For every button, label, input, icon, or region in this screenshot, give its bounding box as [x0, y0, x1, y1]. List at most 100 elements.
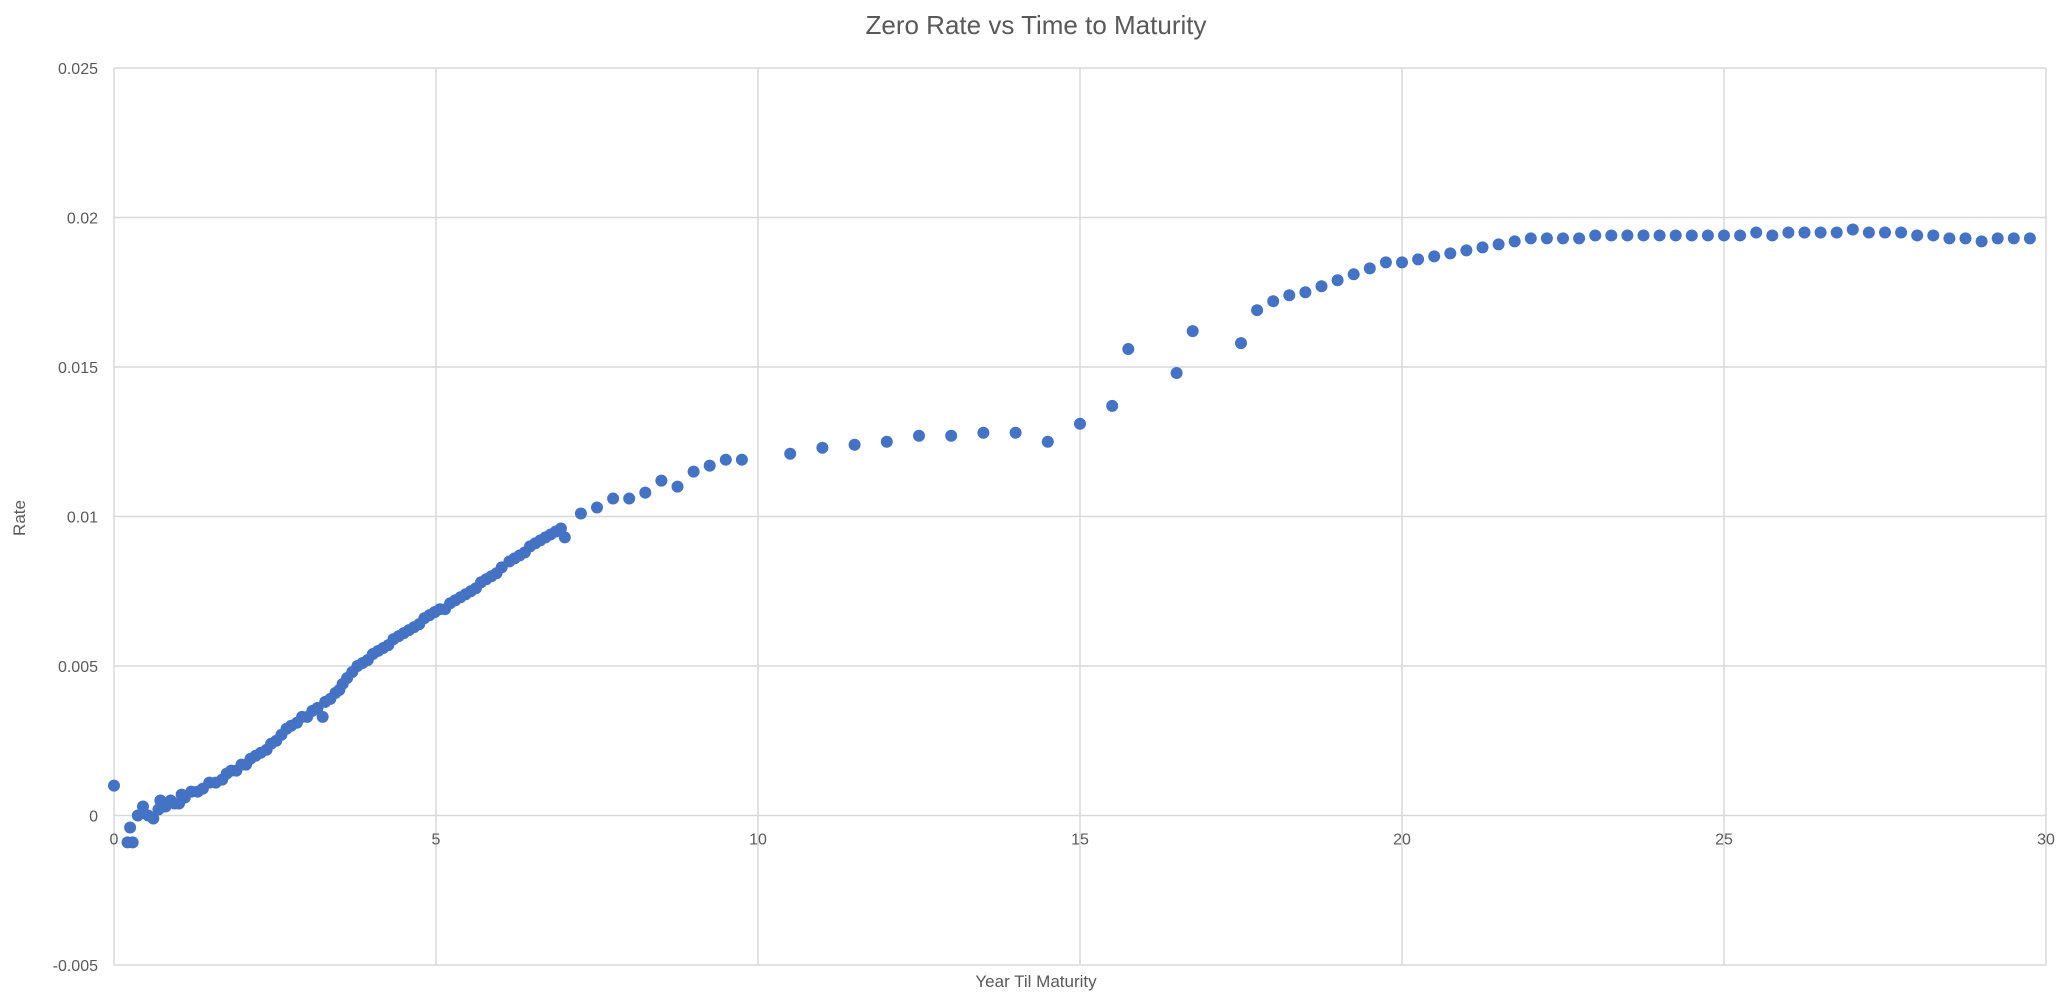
data-point: [2007, 232, 2020, 245]
data-point: [1782, 226, 1795, 239]
data-point: [1911, 229, 1924, 242]
data-point: [816, 441, 829, 454]
x-tick-label: 30: [2037, 832, 2055, 849]
data-point: [1492, 238, 1505, 251]
data-point: [124, 821, 137, 834]
data-point: [136, 800, 149, 813]
data-point: [623, 492, 636, 505]
data-point: [1540, 232, 1553, 245]
data-point: [1428, 250, 1441, 263]
y-tick-label: -0.005: [53, 958, 98, 975]
data-point: [1750, 226, 1763, 239]
y-tick-label: 0: [89, 809, 98, 826]
data-point: [1363, 262, 1376, 275]
data-point: [1122, 343, 1135, 356]
x-axis-label: Year Til Maturity: [975, 972, 1097, 991]
data-point: [913, 429, 925, 442]
data-point: [1283, 289, 1296, 302]
x-tick-label: 0: [110, 832, 119, 849]
y-tick-label: 0.015: [58, 360, 98, 377]
data-point: [607, 492, 620, 505]
data-point: [1379, 256, 1392, 269]
data-point: [1009, 426, 1022, 439]
data-point: [1605, 229, 1618, 242]
data-point: [1669, 229, 1682, 242]
data-point: [1396, 256, 1408, 269]
data-point: [1106, 399, 1119, 412]
y-tick-label: 0.005: [58, 659, 98, 676]
data-point: [1524, 232, 1537, 245]
data-point: [1943, 232, 1956, 245]
data-point: [1701, 229, 1714, 242]
data-point: [1653, 229, 1666, 242]
data-point: [1315, 280, 1328, 293]
data-point: [1267, 295, 1280, 308]
data-point: [1621, 229, 1634, 242]
data-point: [1347, 268, 1360, 281]
data-point: [784, 447, 797, 460]
data-point: [1573, 232, 1586, 245]
data-point: [1637, 229, 1650, 242]
data-point: [1846, 223, 1859, 236]
data-point: [1235, 337, 1247, 350]
data-point: [1879, 226, 1891, 239]
data-point: [1331, 274, 1344, 287]
data-point: [131, 809, 144, 822]
data-point: [1895, 226, 1908, 239]
data-point: [945, 429, 958, 442]
data-point: [703, 459, 716, 472]
data-point: [1798, 226, 1811, 239]
data-point: [1814, 226, 1827, 239]
data-point: [558, 531, 571, 544]
y-tick-label: 0.02: [67, 211, 98, 228]
data-point: [977, 426, 990, 439]
data-point: [687, 465, 700, 478]
data-point: [1299, 286, 1312, 299]
data-point: [1766, 229, 1779, 242]
data-point: [2023, 232, 2036, 245]
data-point: [1685, 229, 1698, 242]
data-point: [126, 836, 139, 849]
x-tick-label: 15: [1071, 832, 1089, 849]
data-point: [1927, 229, 1940, 242]
x-tick-label: 25: [1715, 832, 1733, 849]
data-point: [1557, 232, 1569, 245]
data-point: [1991, 232, 2004, 245]
chart-title: Zero Rate vs Time to Maturity: [865, 10, 1207, 40]
y-tick-label: 0.025: [58, 61, 98, 78]
data-point: [1412, 253, 1425, 266]
data-point: [848, 438, 861, 451]
data-point: [1444, 247, 1457, 260]
data-point: [591, 501, 603, 514]
data-point: [671, 480, 684, 493]
data-point: [639, 486, 652, 499]
data-point: [1186, 325, 1199, 338]
data-point: [554, 522, 567, 535]
data-point: [1718, 229, 1730, 242]
data-point: [1508, 235, 1521, 248]
data-point: [655, 474, 668, 487]
data-point: [1251, 304, 1264, 317]
data-point: [147, 812, 160, 825]
data-point: [1734, 229, 1747, 242]
data-point: [1041, 435, 1054, 448]
data-point: [1170, 366, 1183, 379]
x-tick-label: 5: [432, 832, 441, 849]
data-point: [1830, 226, 1843, 239]
data-point: [735, 453, 748, 466]
x-tick-label: 20: [1393, 832, 1411, 849]
data-point: [574, 507, 587, 520]
data-point: [1476, 241, 1489, 254]
data-point: [880, 435, 893, 448]
data-point: [719, 453, 732, 466]
data-point: [316, 710, 329, 723]
x-tick-label: 10: [749, 832, 767, 849]
data-point: [108, 779, 120, 792]
data-point: [1460, 244, 1473, 257]
data-point: [1959, 232, 1972, 245]
data-point: [1589, 229, 1602, 242]
data-point: [1862, 226, 1875, 239]
y-tick-label: 0.01: [67, 510, 98, 527]
